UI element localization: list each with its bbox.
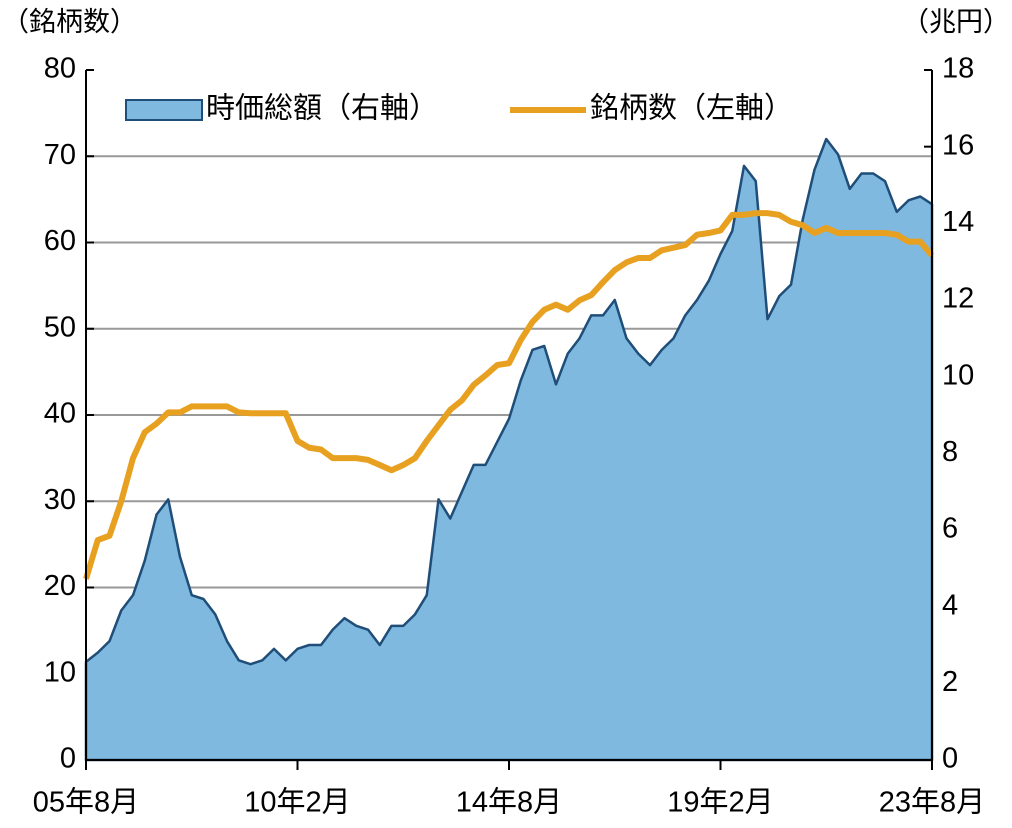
y2-tick-label: 16 [942, 129, 974, 161]
y-tick-label: 70 [44, 139, 76, 171]
y2-tick-label: 12 [942, 283, 974, 315]
x-tick-label: 14年8月 [456, 786, 562, 819]
y-tick-label: 60 [44, 225, 76, 257]
legend-swatch [125, 99, 203, 121]
y2-tick-label: 2 [942, 666, 958, 698]
x-tick-label: 23年8月 [879, 786, 985, 819]
y2-tick-label: 8 [942, 436, 958, 468]
y2-tick-label: 10 [942, 359, 974, 391]
y-axis-label: （銘柄数） [2, 7, 137, 37]
x-tick-label: 19年2月 [667, 786, 773, 819]
area [84, 137, 934, 762]
y2-axis-label: （兆円） [902, 7, 1010, 37]
x-tick-label: 05年8月 [33, 786, 139, 819]
y-tick-label: 30 [44, 484, 76, 516]
y-tick-label: 40 [44, 398, 76, 430]
y2-tick-label: 0 [942, 743, 958, 775]
y-tick-label: 0 [60, 743, 76, 775]
line [83, 210, 935, 580]
y-tick-label: 20 [44, 570, 76, 602]
legend-label: 銘柄数（左軸） [590, 92, 793, 125]
y-tick-label: 80 [44, 53, 76, 85]
y-tick-label: 10 [44, 656, 76, 688]
y2-tick-label: 4 [942, 589, 958, 621]
x-tick-label: 10年2月 [244, 786, 350, 819]
y2-tick-label: 14 [942, 206, 974, 238]
y2-tick-label: 6 [942, 513, 958, 545]
legend-label: 時価総額（右軸） [206, 92, 438, 125]
y2-tick-label: 18 [942, 53, 974, 85]
y-tick-label: 50 [44, 311, 76, 343]
